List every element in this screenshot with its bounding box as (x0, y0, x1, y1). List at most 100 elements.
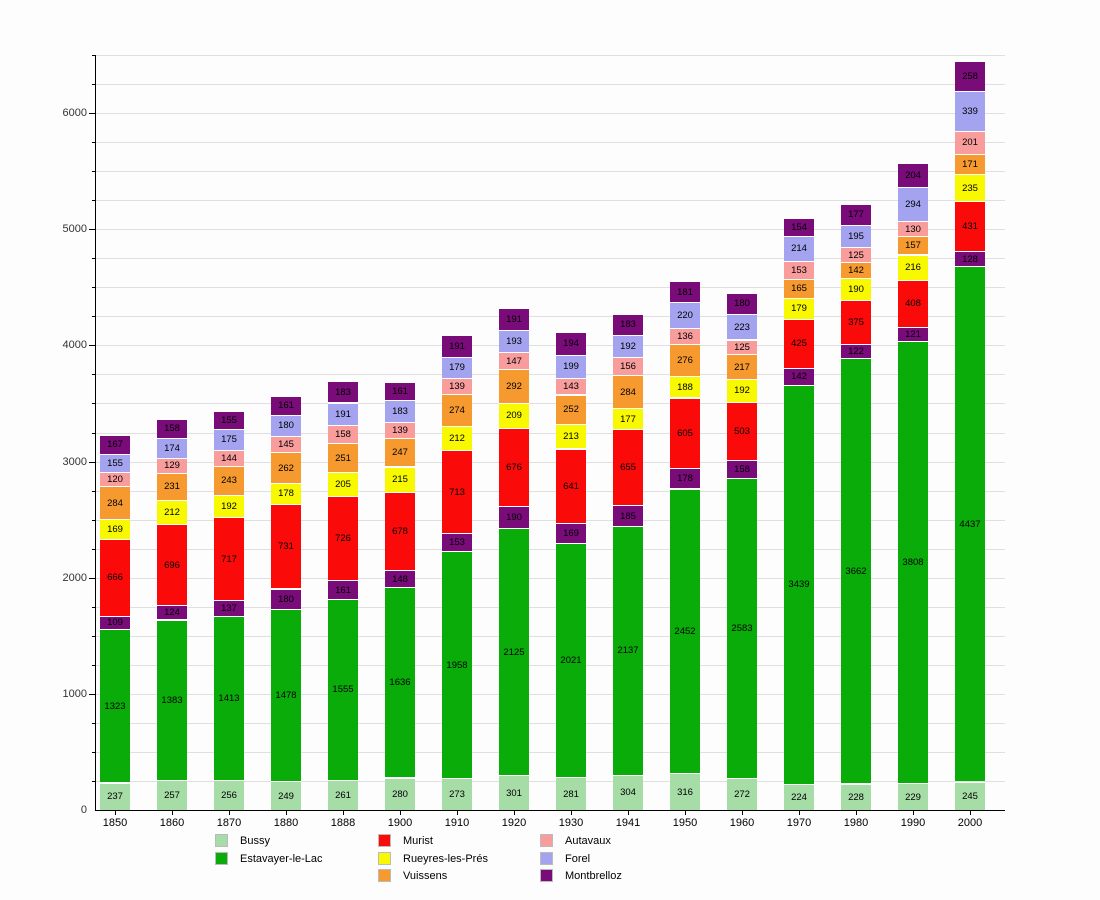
bar-segment-montbrelloz-1941: 183 (613, 313, 643, 335)
x-axis-tick (685, 811, 686, 815)
bar-segment-value: 158 (335, 428, 351, 440)
gridline (95, 461, 1005, 463)
bar-segment-estavayer-le-lac-1920: 2125 (499, 528, 529, 776)
y-axis-tick (92, 171, 95, 173)
bar-segment-forel-1870: 175 (214, 429, 244, 450)
bar-segment-rueyres-les-pr-s-1900: 215 (385, 466, 415, 492)
y-axis-tick (89, 229, 95, 231)
bar-segment-value: 180 (278, 593, 294, 605)
bar-segment-value: 273 (449, 789, 465, 801)
bar-segment-vuissens-1950: 276 (670, 343, 700, 376)
bar-segment-value: 153 (449, 536, 465, 548)
bar-segment-value: 199 (563, 361, 579, 373)
bar-segment-autavaux-1941: 156 (613, 357, 643, 376)
bar-segment-value: 124 (164, 607, 180, 619)
bar-segment-value: 215 (392, 474, 408, 485)
bar-segment-rueyres-les-pr-s-1950: 188 (670, 375, 700, 398)
bar-segment-value: 139 (449, 380, 465, 392)
bar-segment-value: 181 (677, 286, 693, 298)
y-axis-tick (92, 316, 95, 318)
x-axis-tick (571, 811, 572, 815)
bar-segment-value: 179 (791, 303, 807, 315)
gridline (95, 142, 1005, 143)
bar-segment-value: 258 (962, 71, 978, 83)
bar-segment-value: 280 (392, 788, 408, 800)
bar-segment-estavayer-le-lac-1950: 2452 (670, 488, 700, 774)
bar-segment-estavayer-le-lac-2000: 4437 (955, 266, 985, 782)
x-axis-label-1960: 1960 (729, 817, 755, 829)
bar-segment-value: 676 (506, 461, 522, 473)
bar-segment-value: 158 (164, 423, 180, 435)
y-axis-tick (92, 751, 95, 753)
bar-segment-value: 316 (677, 786, 693, 798)
x-axis-label-1900: 1900 (387, 817, 413, 829)
bar-segment-murist-1950: 605 (670, 397, 700, 468)
x-axis-label-1980: 1980 (843, 817, 869, 829)
bar-segment-value: 216 (905, 262, 921, 274)
bar-segment-murist-1870: 717 (214, 516, 244, 601)
bar-segment-value: 161 (278, 400, 294, 412)
bar-segment-autavaux-1910: 139 (442, 377, 472, 394)
x-axis-label-1920: 1920 (501, 817, 527, 829)
bar-segment-value: 193 (506, 336, 522, 348)
x-axis-tick (400, 811, 401, 815)
bar-segment-value: 194 (563, 338, 579, 350)
bar-segment-value: 261 (335, 789, 351, 801)
bar-segment-value: 235 (962, 182, 978, 194)
bar-segment-autavaux-1960: 125 (727, 339, 757, 354)
bar-segment-vuissens-1870: 243 (214, 466, 244, 495)
bar-segment-vuissens-1900: 247 (385, 437, 415, 467)
bar-segment-murist-1960: 503 (727, 401, 757, 460)
bar-segment-purple-1970: 142 (784, 368, 814, 385)
bar-segment-rueyres-les-pr-s-1970: 179 (784, 297, 814, 319)
y-axis-tick (92, 519, 95, 521)
bar-segment-purple-1870: 137 (214, 600, 244, 617)
gridline (95, 345, 1005, 347)
bar-segment-value: 339 (962, 105, 978, 117)
bar-segment-value: 129 (164, 460, 180, 472)
bar-segment-value: 257 (164, 790, 180, 802)
bar-segment-bussy-1970: 224 (784, 784, 814, 810)
x-axis-tick (913, 811, 914, 815)
bar-segment-rueyres-les-pr-s-1888: 205 (328, 472, 358, 496)
gridline (95, 113, 1005, 114)
bar-segment-forel-1900: 183 (385, 400, 415, 422)
bar-segment-purple-1930: 169 (556, 523, 586, 543)
bar-segment-autavaux-1920: 147 (499, 352, 529, 370)
bar-segment-montbrelloz-1850: 167 (100, 434, 130, 455)
gridline (95, 751, 1005, 753)
bar-segment-purple-1941: 185 (613, 504, 643, 527)
gridline (95, 606, 1005, 608)
bar-segment-value: 183 (335, 386, 351, 398)
bar-segment-montbrelloz-1990: 204 (898, 163, 928, 187)
bar-segment-murist-1990: 408 (898, 279, 928, 327)
bar-segment-bussy-1880: 249 (271, 781, 301, 810)
bar-segment-rueyres-les-pr-s-1880: 178 (271, 482, 301, 504)
bar-segment-value: 180 (734, 298, 750, 310)
bar-segment-purple-1980: 122 (841, 343, 871, 359)
bar-segment-vuissens-1980: 142 (841, 261, 871, 279)
bar-segment-value: 2452 (674, 625, 696, 637)
bar-segment-value: 142 (848, 265, 864, 277)
bar-segment-forel-1930: 199 (556, 354, 586, 378)
x-axis-label-1910: 1910 (444, 817, 470, 829)
bar-segment-value: 137 (221, 603, 237, 615)
bar-segment-purple-1950: 178 (670, 467, 700, 489)
bar-segment-value: 2137 (617, 645, 639, 657)
bar-segment-value: 696 (164, 559, 180, 571)
y-axis-tick (92, 606, 95, 608)
bar-segment-purple-1900: 148 (385, 570, 415, 588)
bar-segment-value: 237 (107, 791, 123, 803)
bar-segment-value: 161 (335, 584, 351, 596)
bar-segment-bussy-1900: 280 (385, 777, 415, 810)
bar-segment-purple-1990: 121 (898, 327, 928, 342)
bar-segment-forel-2000: 339 (955, 91, 985, 131)
bar-segment-value: 245 (962, 790, 978, 802)
bar-segment-value: 1958 (446, 659, 468, 671)
bar-segment-value: 195 (848, 230, 864, 242)
y-axis-tick (89, 345, 95, 347)
y-axis-tick (92, 258, 95, 260)
bar-segment-rueyres-les-pr-s-2000: 235 (955, 173, 985, 202)
legend-label-estavayer-le-lac: Estavayer-le-Lac (240, 852, 323, 865)
